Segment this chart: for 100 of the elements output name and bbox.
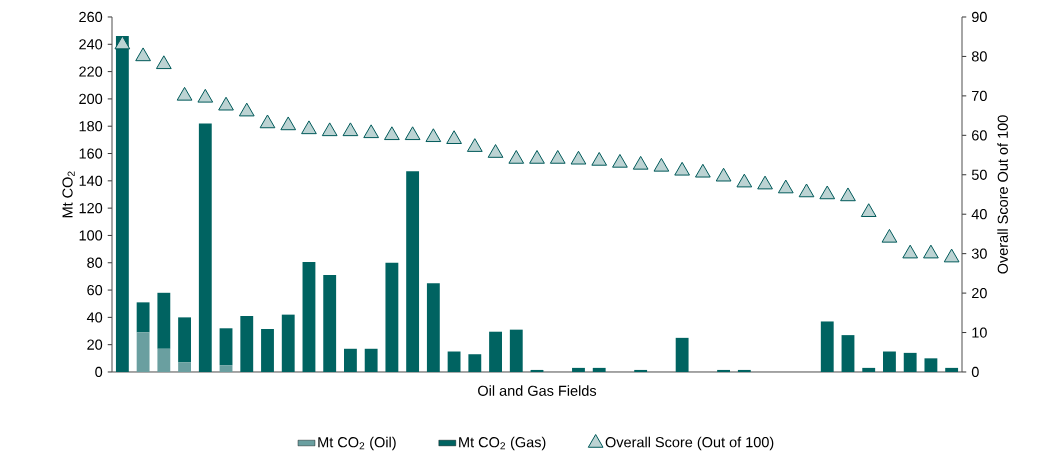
point [404,126,421,141]
point [114,35,131,50]
point [487,144,504,158]
point [197,88,214,103]
point [508,149,525,164]
bar [468,354,482,372]
bar [406,171,420,372]
bar [178,317,191,363]
point [923,244,939,259]
point [757,175,773,190]
point [777,179,794,194]
y-tick-label: 160 [79,148,103,159]
bar [820,321,834,372]
bar [426,283,440,372]
y2-tick-label: 70 [972,90,987,102]
bar [198,123,212,372]
point [819,185,836,200]
y-tick-label: 80 [87,257,103,268]
bar [841,335,855,372]
bar [157,292,171,349]
point [715,167,732,182]
point [612,153,628,168]
legend-label: Mt CO$_{2}$ (Oil) [318,436,396,451]
y2-tick-label: 0 [971,366,979,378]
bar [136,332,150,372]
bar [634,369,648,372]
y-tick-label: 200 [79,93,103,105]
bar [717,369,731,372]
y2-tick-label: 10 [972,327,987,338]
bar [281,314,295,372]
bar [675,337,689,372]
point [466,138,483,152]
point [653,157,670,172]
bar [883,351,896,372]
bar [178,362,191,372]
point [798,183,815,198]
point [446,130,462,145]
y-tick-label: 220 [79,66,103,77]
point [301,120,317,135]
bar [509,329,523,372]
bar [364,348,378,372]
point [280,116,297,131]
bar [530,369,544,372]
point [425,128,442,143]
bar [219,328,233,366]
point [342,122,359,137]
point [943,248,960,263]
y2-tick-label: 90 [971,11,987,23]
y-tick-label: 0 [95,366,103,378]
point [591,151,608,166]
point [860,203,877,217]
point [176,86,193,101]
y2-tick-label: 60 [972,130,987,141]
y-tick-label: 240 [79,39,103,50]
point [218,96,234,111]
point [840,187,856,202]
point [695,163,711,178]
bar [737,369,751,372]
legend-label: Overall Score (Out of 100) [605,436,774,451]
y-tick-label: 100 [79,230,103,241]
y-tick-label: 120 [79,203,103,214]
y2-tick-label: 40 [971,209,987,220]
point [570,150,587,165]
bar [240,316,254,372]
x-axis-title: Oil and Gas Fields [478,385,597,396]
y2-tick-label: 80 [971,51,987,62]
y-axis-title: Mt CO$_{2}$ [62,171,75,218]
bar [447,351,461,372]
bar [385,262,399,372]
point [238,102,255,117]
bar [862,367,876,372]
point [384,126,400,141]
bar [924,358,938,372]
bar [219,365,233,372]
y2-tick-label: 30 [971,248,987,259]
bar [136,302,150,333]
bar [323,275,337,372]
point [135,47,151,62]
bar [945,367,959,372]
bar [903,352,917,372]
bar [344,348,357,372]
point [632,155,649,170]
legend-label: Mt CO$_{2}$ (Gas) [459,436,546,451]
y-tick-label: 180 [79,121,103,132]
y2-axis-title: Overall Score Out of 100 [997,115,1008,274]
y-tick-label: 140 [79,175,103,186]
bar [592,367,606,372]
bar [157,348,171,372]
bar [572,367,585,372]
point [155,55,172,70]
point [529,149,545,164]
point [902,244,919,259]
bar [115,36,129,372]
y-tick-label: 40 [86,312,103,323]
y-tick-label: 60 [87,284,103,296]
point [881,228,898,243]
point [549,149,566,164]
y-tick-label: 260 [79,11,103,23]
bar [302,262,316,372]
point [674,161,690,176]
